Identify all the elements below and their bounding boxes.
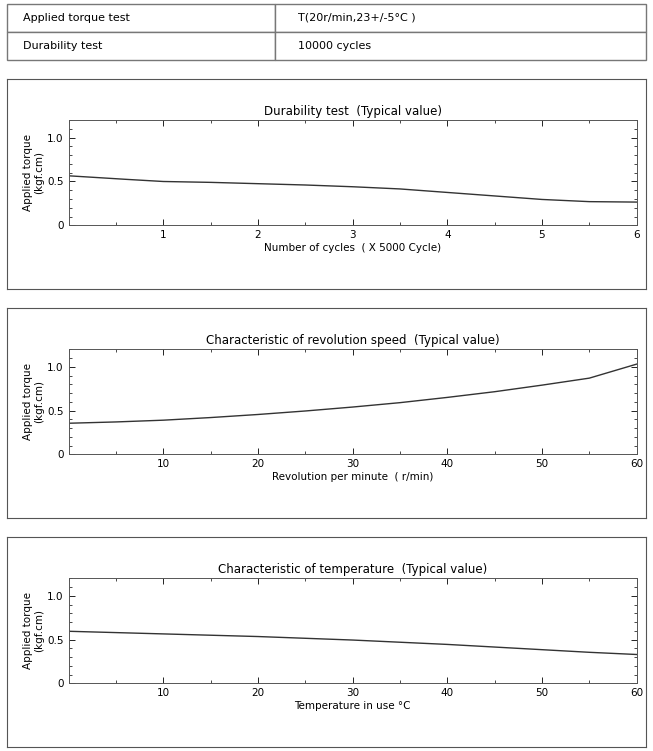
Title: Characteristic of revolution speed  (Typical value): Characteristic of revolution speed (Typi…	[206, 333, 500, 347]
Y-axis label: Applied torque
(kgf.cm): Applied torque (kgf.cm)	[23, 363, 44, 440]
Y-axis label: Applied torque
(kgf.cm): Applied torque (kgf.cm)	[23, 593, 44, 669]
Title: Characteristic of temperature  (Typical value): Characteristic of temperature (Typical v…	[218, 562, 487, 576]
X-axis label: Revolution per minute  ( r/min): Revolution per minute ( r/min)	[272, 472, 434, 482]
Y-axis label: Applied torque
(kgf.cm): Applied torque (kgf.cm)	[23, 134, 44, 211]
X-axis label: Temperature in use °C: Temperature in use °C	[295, 701, 411, 711]
Title: Durability test  (Typical value): Durability test (Typical value)	[264, 104, 441, 118]
X-axis label: Number of cycles  ( X 5000 Cycle): Number of cycles ( X 5000 Cycle)	[264, 243, 441, 253]
